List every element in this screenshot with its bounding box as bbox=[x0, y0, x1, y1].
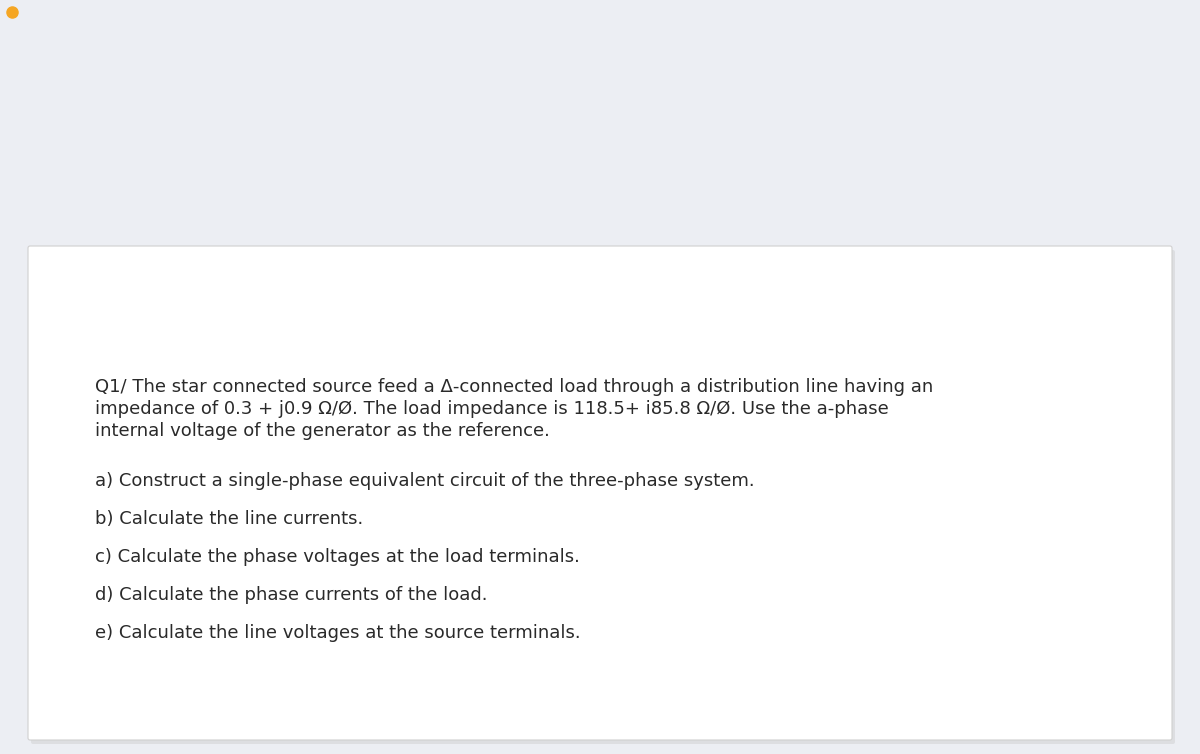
FancyBboxPatch shape bbox=[31, 250, 1175, 744]
Text: Q1/ The star connected source feed a Δ-connected load through a distribution lin: Q1/ The star connected source feed a Δ-c… bbox=[95, 378, 934, 396]
Text: c) Calculate the phase voltages at the load terminals.: c) Calculate the phase voltages at the l… bbox=[95, 548, 580, 566]
Text: b) Calculate the line currents.: b) Calculate the line currents. bbox=[95, 510, 364, 528]
Text: internal voltage of the generator as the reference.: internal voltage of the generator as the… bbox=[95, 422, 550, 440]
FancyBboxPatch shape bbox=[28, 246, 1172, 740]
Text: d) Calculate the phase currents of the load.: d) Calculate the phase currents of the l… bbox=[95, 586, 487, 604]
Text: a) Construct a single-phase equivalent circuit of the three-phase system.: a) Construct a single-phase equivalent c… bbox=[95, 472, 755, 490]
Text: e) Calculate the line voltages at the source terminals.: e) Calculate the line voltages at the so… bbox=[95, 624, 581, 642]
Text: impedance of 0.3 + j0.9 Ω/Ø. The load impedance is 118.5+ i85.8 Ω/Ø. Use the a-p: impedance of 0.3 + j0.9 Ω/Ø. The load im… bbox=[95, 400, 889, 418]
